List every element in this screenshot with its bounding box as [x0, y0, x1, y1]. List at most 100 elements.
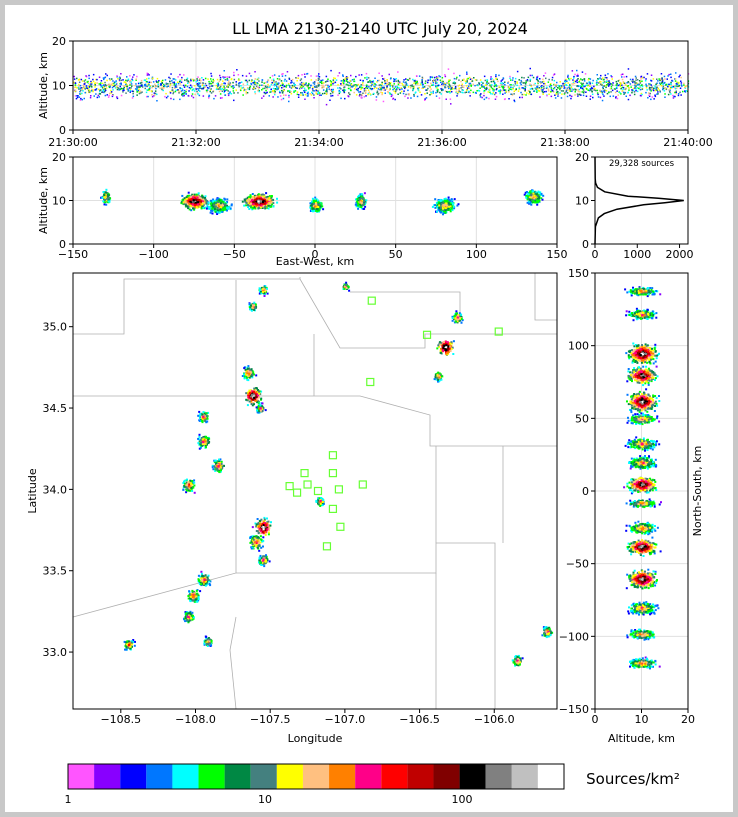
- source-point: [486, 87, 488, 90]
- source-point: [554, 84, 556, 86]
- source-point: [199, 78, 201, 80]
- source-point: [553, 73, 556, 75]
- source-point: [543, 91, 546, 93]
- source-point: [491, 93, 494, 95]
- source-point: [302, 84, 304, 86]
- source-point: [397, 82, 400, 84]
- source-point: [361, 204, 364, 207]
- source-point: [483, 92, 485, 94]
- source-point: [100, 89, 102, 91]
- source-point: [195, 206, 197, 209]
- source-point: [611, 84, 614, 86]
- source-point: [365, 84, 368, 86]
- source-point: [488, 97, 490, 100]
- source-point: [88, 86, 91, 89]
- source-point: [226, 76, 228, 78]
- source-point: [271, 75, 274, 77]
- source-point: [683, 84, 685, 86]
- source-point: [319, 94, 321, 96]
- source-point: [565, 89, 568, 91]
- source-point: [108, 78, 111, 80]
- source-point: [438, 84, 440, 87]
- source-point: [353, 80, 355, 83]
- source-point: [338, 72, 341, 74]
- source-point: [659, 78, 662, 80]
- source-point: [332, 91, 334, 94]
- source-point: [286, 71, 289, 73]
- source-point: [430, 82, 432, 85]
- source-point: [656, 82, 658, 84]
- source-point: [325, 84, 328, 86]
- source-point: [455, 90, 458, 93]
- source-point: [343, 82, 345, 85]
- source-point: [542, 78, 544, 81]
- source-point: [537, 81, 539, 84]
- source-point: [240, 85, 242, 87]
- source-point: [663, 82, 665, 85]
- source-point: [289, 86, 291, 88]
- source-point: [326, 87, 328, 89]
- source-point: [148, 74, 150, 76]
- source-point: [81, 87, 83, 89]
- source-point: [148, 83, 150, 86]
- source-point: [379, 86, 382, 89]
- source-point: [332, 89, 334, 92]
- source-point: [453, 77, 456, 80]
- source-point: [183, 198, 186, 201]
- source-point: [302, 85, 304, 88]
- source-point: [361, 83, 364, 86]
- source-point: [465, 82, 467, 84]
- source-point: [109, 79, 111, 81]
- source-point: [243, 88, 246, 90]
- source-point: [188, 208, 191, 211]
- source-point: [214, 95, 217, 97]
- source-point: [646, 89, 648, 91]
- source-point: [606, 84, 608, 86]
- source-point: [512, 84, 514, 86]
- source-point: [317, 90, 319, 92]
- source-point: [555, 91, 558, 94]
- source-point: [170, 73, 172, 75]
- source-point: [154, 83, 156, 86]
- source-point: [449, 90, 452, 92]
- source-point: [301, 84, 303, 87]
- source-point: [160, 83, 162, 86]
- source-point: [196, 90, 198, 93]
- source-point: [84, 79, 87, 81]
- source-point: [402, 92, 405, 95]
- source-point: [73, 75, 75, 78]
- source-point: [211, 85, 213, 87]
- source-point: [534, 87, 537, 89]
- source-point: [503, 86, 505, 89]
- source-point: [446, 82, 448, 84]
- source-point: [466, 87, 469, 89]
- source-point: [179, 83, 182, 85]
- source-point: [614, 91, 617, 94]
- source-point: [363, 96, 366, 98]
- source-point: [120, 73, 122, 75]
- source-point: [84, 83, 86, 85]
- source-point: [371, 83, 373, 86]
- source-point: [447, 85, 449, 88]
- source-point: [305, 82, 307, 85]
- source-point: [146, 89, 148, 91]
- source-point: [261, 81, 263, 83]
- source-point: [76, 77, 78, 80]
- source-point: [489, 91, 491, 94]
- source-point: [508, 91, 510, 93]
- source-point: [148, 89, 151, 92]
- source-point: [515, 88, 517, 91]
- source-point: [140, 82, 142, 84]
- source-point: [261, 89, 263, 91]
- source-point: [186, 77, 189, 80]
- source-point: [390, 84, 393, 87]
- source-point: [640, 78, 642, 80]
- source-point: [658, 89, 660, 91]
- source-point: [361, 199, 364, 202]
- source-point: [455, 78, 458, 80]
- source-point: [342, 75, 344, 77]
- source-point: [552, 74, 555, 76]
- source-point: [612, 82, 614, 84]
- source-point: [591, 93, 594, 95]
- source-point: [161, 87, 163, 89]
